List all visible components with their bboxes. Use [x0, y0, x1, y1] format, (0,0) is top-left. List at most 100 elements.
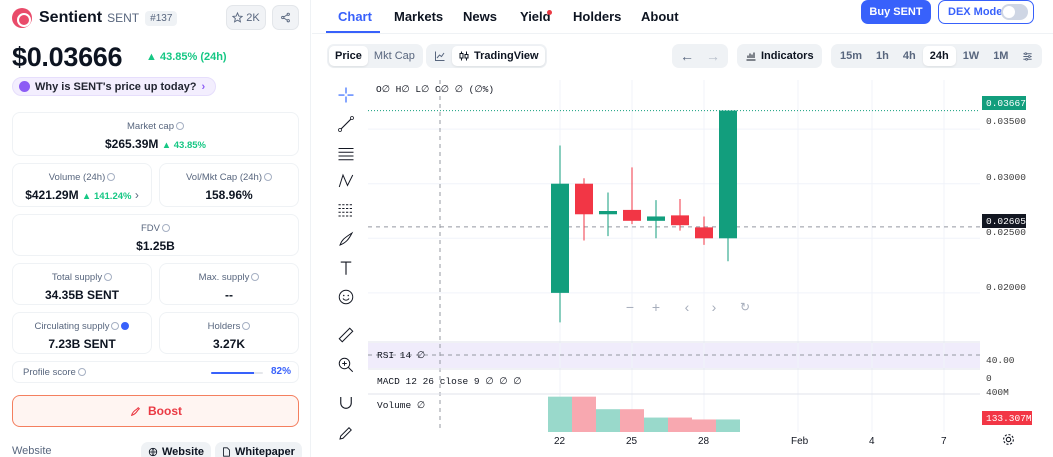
volume-change: ▲ 141.24% — [81, 191, 132, 202]
boost-button[interactable]: Boost — [12, 395, 299, 427]
indicators-option[interactable]: Indicators — [739, 46, 820, 66]
tab-markets[interactable]: Markets — [394, 9, 444, 24]
profile-score-bar — [211, 372, 263, 374]
volume-card[interactable]: Volume (24h) $421.29M ▲ 141.24% › — [12, 163, 152, 207]
horizontal-lines-tool[interactable] — [334, 142, 358, 164]
coin-header: Sentient SENT #137 — [12, 7, 178, 29]
market-cap-value-text: $265.39M — [105, 137, 159, 151]
watchlist-button[interactable]: 2K — [226, 5, 266, 30]
minus-icon: − — [625, 299, 635, 315]
whitepaper-link[interactable]: Whitepaper — [215, 442, 302, 457]
tab-chart[interactable]: Chart — [338, 9, 372, 24]
tab-yield[interactable]: Yield — [520, 9, 551, 24]
volume-change-value: 141.24% — [93, 191, 132, 202]
total-supply-card: Total supply 34.35B SENT — [12, 263, 152, 305]
candles-group — [551, 110, 737, 323]
mkt-cap-option[interactable]: Mkt Cap — [373, 50, 415, 62]
zoom-in-button[interactable]: + — [645, 297, 667, 317]
info-icon[interactable] — [264, 173, 273, 181]
circulating-supply-label-text: Circulating supply — [34, 321, 110, 332]
tradingview-label: TradingView — [474, 50, 539, 62]
trend-line-tool[interactable] — [334, 113, 358, 135]
indicators-button[interactable]: Indicators — [737, 44, 822, 68]
macd-legend: MACD 12 26 close 9 ∅ ∅ ∅ — [377, 376, 522, 387]
price-chart[interactable] — [368, 80, 980, 442]
info-icon[interactable] — [176, 122, 184, 130]
reset-chart-button[interactable]: ↻ — [734, 297, 756, 317]
ruler-tool[interactable] — [334, 324, 358, 346]
buy-button[interactable]: Buy SENT — [861, 0, 931, 24]
chart-settings-button[interactable] — [1015, 46, 1040, 66]
text-tool[interactable] — [334, 257, 358, 279]
price-option[interactable]: Price — [329, 46, 368, 66]
fib-tool[interactable] — [334, 199, 358, 221]
zoom-out-button[interactable]: − — [619, 297, 641, 317]
fdv-label-text: FDV — [141, 223, 160, 234]
why-price-up-chip[interactable]: Why is SENT's price up today? › — [12, 77, 217, 96]
candlestick-icon — [459, 51, 469, 61]
brush-tool[interactable] — [334, 228, 358, 250]
tradingview-option[interactable]: TradingView — [452, 46, 545, 66]
info-icon[interactable] — [251, 273, 260, 281]
document-icon — [223, 447, 230, 457]
share-button[interactable] — [272, 5, 299, 30]
rocket-icon — [130, 406, 141, 416]
volume-bars-group — [548, 396, 740, 432]
info-icon[interactable] — [162, 224, 170, 232]
timeframe-1h[interactable]: 1h — [876, 50, 889, 62]
ruler-icon — [338, 327, 354, 343]
circulating-supply-label: Circulating supply — [13, 321, 151, 332]
dex-mode-label: DEX Mode — [948, 6, 1003, 18]
tab-holders[interactable]: Holders — [573, 9, 622, 24]
zoom-tool[interactable] — [334, 354, 358, 376]
info-icon[interactable] — [104, 273, 113, 281]
globe-icon — [148, 447, 158, 457]
plus-icon: + — [651, 299, 661, 315]
info-icon[interactable] — [111, 322, 120, 330]
scroll-right-button[interactable]: › — [703, 297, 725, 317]
magnet-tool[interactable] — [334, 392, 358, 414]
undo-redo-group: ← → — [672, 44, 728, 68]
redo-button[interactable]: → — [700, 46, 726, 66]
volume-bar — [548, 396, 572, 432]
fdv-label: FDV — [13, 223, 298, 234]
info-icon[interactable] — [77, 368, 86, 376]
coin-overview-panel: Sentient SENT #137 2K $0.03666 ▲ 43.85% … — [0, 0, 311, 457]
chart-settings-gear[interactable] — [1002, 433, 1015, 449]
max-supply-label: Max. supply — [160, 272, 298, 283]
lock-draw-tool[interactable] — [334, 422, 358, 444]
timeframe-1m[interactable]: 1M — [993, 50, 1009, 62]
arrow-left-icon: ← — [680, 48, 694, 64]
candle-body — [719, 110, 737, 239]
info-icon[interactable] — [242, 322, 251, 330]
crosshair-tool[interactable] — [334, 84, 358, 106]
tab-news[interactable]: News — [463, 9, 497, 24]
y-tick-label: 0.02000 — [986, 282, 1026, 293]
x-tick-label: 22 — [554, 436, 566, 447]
coin-symbol: SENT — [107, 11, 140, 25]
y-tick-label: 0.03000 — [986, 172, 1026, 183]
timeframe-24h[interactable]: 24h — [922, 46, 956, 66]
pattern-tool[interactable] — [334, 170, 358, 192]
line-chart-option[interactable] — [428, 46, 452, 66]
boost-label: Boost — [148, 404, 182, 418]
profile-score-fill — [211, 372, 254, 374]
holders-card: Holders 3.27K — [159, 312, 299, 354]
timeframe-switch: 15m 1h 4h 24h 1W 1M — [831, 44, 1043, 68]
dex-mode-toggle[interactable]: DEX Mode — [938, 0, 1034, 24]
timeframe-15m[interactable]: 15m — [840, 50, 863, 62]
tab-about[interactable]: About — [641, 9, 679, 24]
chevron-right-icon: › — [134, 188, 139, 202]
toggle-switch — [1001, 4, 1028, 20]
undo-button[interactable]: ← — [674, 46, 700, 66]
website-link[interactable]: Website — [141, 442, 211, 457]
sparkle-icon — [19, 81, 30, 92]
emoji-tool[interactable] — [334, 286, 358, 308]
volume-bar — [668, 417, 692, 432]
info-icon[interactable] — [107, 173, 116, 181]
active-tab-indicator — [326, 31, 380, 33]
timeframe-1w[interactable]: 1W — [962, 50, 980, 62]
timeframe-4h[interactable]: 4h — [902, 50, 916, 62]
indicators-icon — [746, 52, 756, 61]
scroll-left-button[interactable]: ‹ — [676, 297, 698, 317]
